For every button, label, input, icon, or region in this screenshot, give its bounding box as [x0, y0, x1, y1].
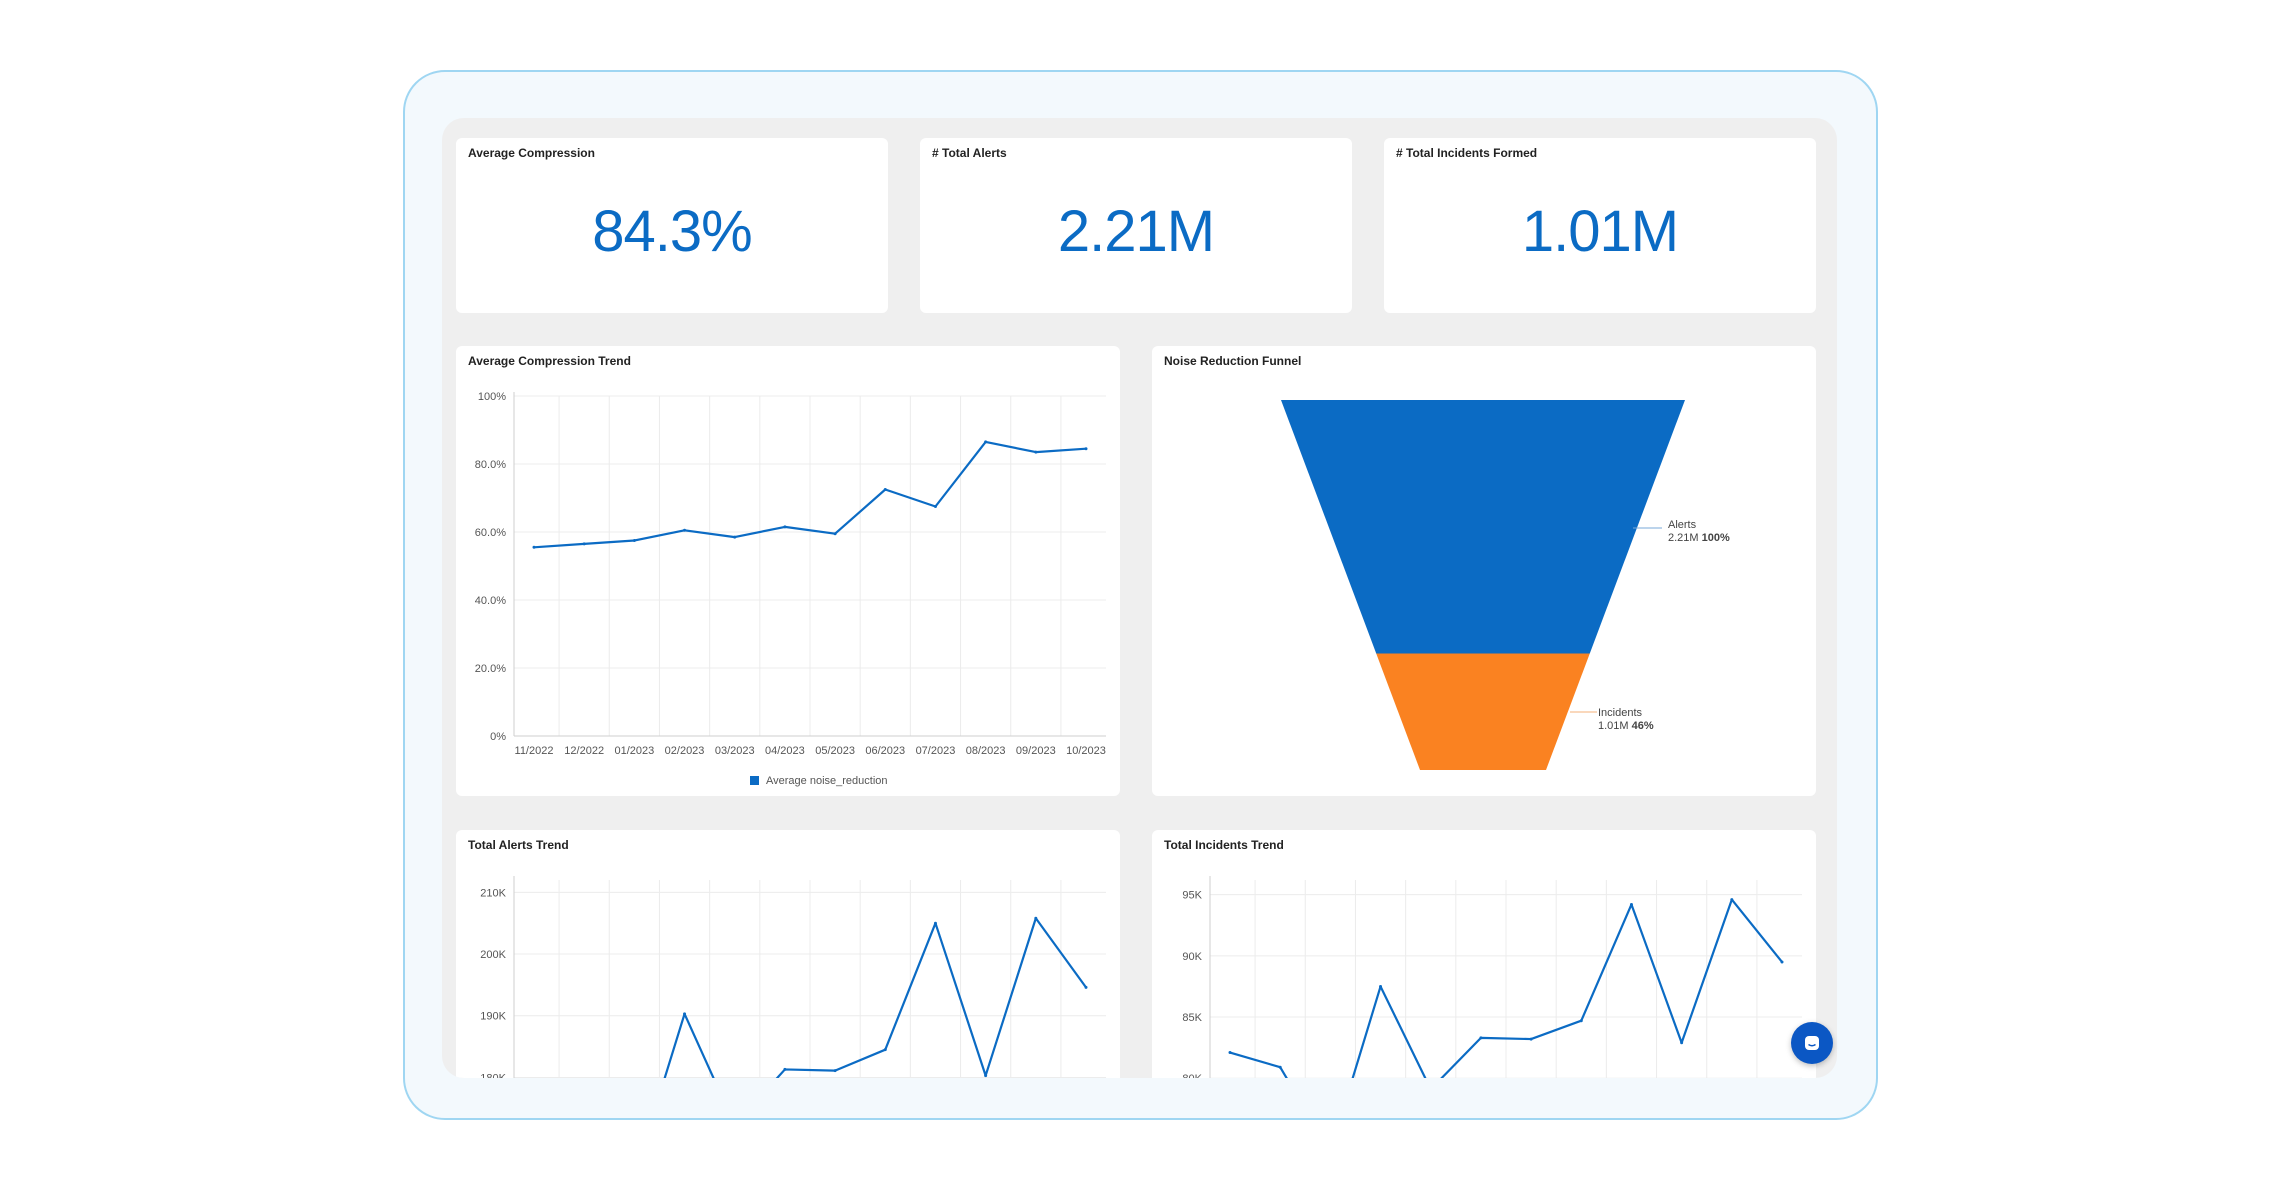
alerts-trend-chart: 170K180K190K200K210K — [480, 876, 1106, 1078]
legend-label: Average noise_reduction — [766, 775, 888, 787]
kpi-title: # Total Incidents Formed — [1396, 146, 1538, 160]
funnel-label-value: 1.01M 46% — [1598, 720, 1654, 732]
kpi-card-total-alerts[interactable]: # Total Alerts 2.21M — [920, 138, 1352, 313]
x-tick-label: 10/2023 — [1066, 745, 1106, 757]
incidents-trend-chart: 75K80K85K90K95K — [1182, 876, 1802, 1078]
chart-title: Average Compression Trend — [468, 354, 631, 368]
funnel-label-value: 2.21M 100% — [1668, 532, 1730, 544]
dashboard: Average Compression 84.3% # Total Alerts… — [442, 118, 1837, 1078]
x-tick-label: 03/2023 — [715, 745, 755, 757]
data-point — [1278, 1065, 1282, 1069]
legend-swatch — [750, 776, 759, 785]
data-point — [632, 539, 636, 542]
x-tick-label: 12/2022 — [564, 745, 604, 757]
chart-card-compression-trend[interactable]: Average Compression Trend 0% 20.0% 40.0% 60… — [456, 346, 1120, 796]
data-point — [933, 505, 937, 508]
x-tick-label: 04/2023 — [765, 745, 805, 757]
y-tick-label: 20.0% — [475, 663, 506, 675]
data-point — [883, 488, 887, 491]
data-point — [1479, 1036, 1483, 1040]
compression-trend-chart: 0% 20.0% 40.0% 60.0% 80.0% 100% 11/2022 12/2022… — [475, 391, 1106, 787]
chart-title: Noise Reduction Funnel — [1164, 354, 1302, 368]
y-tick-label: 90K — [1182, 951, 1202, 963]
y-tick-label: 0% — [490, 731, 506, 743]
y-tick-label: 95K — [1182, 890, 1202, 902]
series-line — [663, 917, 1087, 1078]
data-point — [1379, 984, 1383, 988]
chart-title: Total Incidents Trend — [1164, 838, 1284, 852]
data-point — [582, 542, 586, 546]
series-line — [1229, 898, 1783, 1078]
chart-card-incidents-trend[interactable]: Total Incidents Trend 75K80K85K90K95K — [1152, 830, 1816, 1078]
data-point — [683, 528, 687, 532]
x-tick-label: 02/2023 — [665, 745, 705, 757]
kpi-title: Average Compression — [468, 146, 595, 160]
y-tick-label: 40.0% — [475, 595, 506, 607]
chart-title: Total Alerts Trend — [468, 838, 569, 852]
data-point — [1529, 1037, 1533, 1041]
funnel-label-name: Incidents — [1598, 707, 1643, 719]
data-point — [532, 545, 536, 549]
y-tick-label: 180K — [480, 1072, 506, 1078]
y-tick-label: 60.0% — [475, 527, 506, 539]
y-tick-label: 100% — [478, 391, 506, 403]
data-point — [1034, 450, 1038, 454]
chat-glyph-icon — [1805, 1036, 1819, 1050]
data-point — [984, 1074, 988, 1078]
y-tick-label: 80K — [1182, 1073, 1202, 1078]
chart-card-noise-funnel[interactable]: Noise Reduction Funnel Alerts 2.21M 100% I… — [1152, 346, 1816, 796]
x-tick-label: 06/2023 — [865, 745, 905, 757]
data-point — [984, 440, 988, 444]
kpi-card-average-compression[interactable]: Average Compression 84.3% — [456, 138, 888, 313]
kpi-value: 2.21M — [1057, 199, 1215, 264]
chat-bubble-icon[interactable] — [1791, 1022, 1833, 1064]
data-point — [1780, 960, 1784, 964]
data-point — [683, 1012, 687, 1016]
data-point — [1680, 1041, 1684, 1045]
data-point — [833, 1069, 837, 1073]
kpi-title: # Total Alerts — [932, 146, 1007, 160]
kpi-value: 84.3% — [592, 199, 752, 264]
funnel-stage-incidents — [1376, 653, 1590, 770]
x-tick-label: 11/2022 — [515, 745, 554, 757]
funnel-stage-alerts — [1281, 400, 1685, 654]
data-point — [1228, 1051, 1232, 1055]
data-point — [1579, 1019, 1583, 1023]
x-tick-label: 08/2023 — [966, 745, 1006, 757]
data-point — [1034, 916, 1038, 920]
data-point — [883, 1048, 887, 1052]
y-tick-label: 190K — [480, 1011, 506, 1023]
data-point — [1629, 902, 1633, 906]
kpi-card-total-incidents[interactable]: # Total Incidents Formed 1.01M — [1384, 138, 1816, 313]
data-point — [783, 1067, 787, 1071]
data-point — [783, 525, 787, 529]
data-point — [1730, 898, 1734, 902]
y-tick-label: 85K — [1182, 1012, 1202, 1024]
data-point — [733, 535, 737, 539]
data-point — [933, 921, 937, 925]
data-point — [833, 532, 837, 536]
y-tick-label: 210K — [480, 887, 506, 899]
y-tick-label: 200K — [480, 949, 506, 961]
x-tick-label: 05/2023 — [815, 745, 855, 757]
data-point — [1084, 985, 1088, 989]
funnel-label-name: Alerts — [1668, 519, 1697, 531]
x-tick-label: 09/2023 — [1016, 745, 1056, 757]
chart-card-alerts-trend[interactable]: Total Alerts Trend 170K180K190K200K210K — [456, 830, 1120, 1078]
x-tick-label: 01/2023 — [614, 745, 654, 757]
data-point — [1084, 447, 1088, 451]
kpi-value: 1.01M — [1521, 199, 1679, 264]
series-line — [533, 440, 1087, 549]
x-tick-label: 07/2023 — [916, 745, 956, 757]
y-tick-label: 80.0% — [475, 459, 506, 471]
